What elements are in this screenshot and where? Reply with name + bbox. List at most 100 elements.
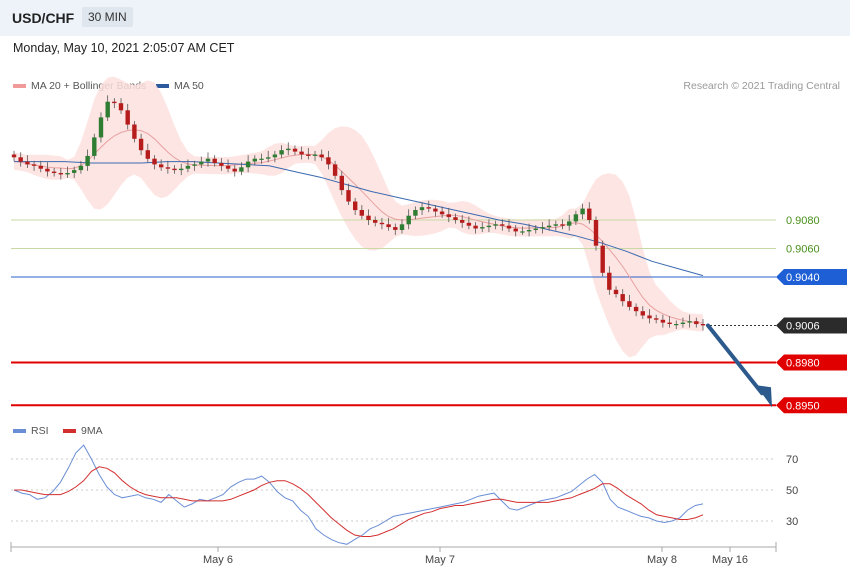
candle-body — [65, 173, 70, 175]
candle — [105, 95, 110, 121]
candle — [486, 219, 492, 233]
candle-body — [654, 318, 659, 320]
candle — [607, 266, 612, 295]
candle-body — [627, 301, 632, 307]
candle-body — [105, 101, 110, 118]
candle-body — [31, 164, 37, 166]
candle-body — [633, 306, 639, 312]
candle — [185, 159, 191, 173]
candle — [513, 224, 518, 237]
candle — [560, 219, 565, 230]
level-tag-label: 0.9080 — [786, 215, 820, 227]
candle-body — [292, 148, 298, 152]
candle — [339, 170, 344, 196]
candle-body — [58, 173, 63, 175]
candle-body — [353, 201, 358, 211]
candle — [145, 143, 150, 163]
candle — [286, 142, 291, 156]
candle — [292, 145, 298, 156]
legend-rsi: RSI — [13, 425, 49, 437]
level-tag-bg — [776, 354, 847, 371]
candle-body — [460, 220, 465, 223]
candle-body — [299, 151, 304, 155]
candle — [399, 219, 405, 234]
candle-body — [98, 117, 104, 138]
candle-body — [500, 224, 505, 226]
candle — [493, 220, 498, 230]
candle-body — [286, 148, 291, 151]
candle-body — [312, 154, 318, 156]
candle — [159, 159, 164, 171]
candle-body — [446, 214, 451, 218]
candle-body — [540, 227, 545, 229]
candle — [205, 152, 211, 167]
candle-body — [580, 208, 585, 215]
candle — [132, 120, 137, 143]
candle — [654, 314, 659, 324]
candle-body — [18, 157, 23, 162]
candle-body — [172, 168, 177, 171]
candle-body — [185, 165, 191, 169]
candle — [219, 158, 224, 171]
candle-body — [85, 155, 90, 166]
candle-body — [359, 210, 364, 216]
candle-body — [486, 225, 492, 228]
candle — [453, 213, 458, 224]
candle-body — [259, 158, 264, 160]
candle — [587, 202, 592, 224]
candles — [11, 95, 706, 331]
candle — [125, 103, 130, 130]
candle — [31, 160, 37, 171]
candle-body — [112, 101, 117, 104]
candle-body — [232, 168, 237, 172]
candle — [406, 209, 411, 230]
candle-body — [426, 207, 431, 209]
candle — [680, 317, 686, 328]
candle-body — [453, 217, 458, 220]
candle-body — [419, 207, 425, 211]
candle — [433, 205, 438, 217]
candle-body — [245, 161, 251, 168]
candle-body — [493, 224, 498, 226]
candle-body — [125, 110, 130, 125]
candle-body — [473, 225, 478, 229]
candle-body — [613, 289, 619, 295]
candle — [45, 162, 50, 177]
legend-ma50: MA 50 — [156, 80, 204, 92]
candle-body — [680, 322, 686, 324]
candle-body — [553, 224, 558, 226]
candle — [252, 155, 257, 166]
candle-body — [159, 164, 164, 168]
candle-body — [145, 150, 150, 159]
x-tick-label: May 6 — [203, 554, 233, 566]
rsi-tick-label: 30 — [786, 516, 798, 528]
candle — [152, 155, 157, 170]
level-tag-bg — [776, 397, 847, 414]
timeframe-badge[interactable]: 30 MIN — [82, 7, 133, 27]
candle-body — [373, 220, 378, 223]
candle-body — [266, 157, 271, 159]
candle — [192, 160, 197, 171]
candle — [520, 226, 525, 235]
rsi-line — [13, 444, 704, 545]
candle — [92, 133, 97, 160]
candle — [533, 224, 538, 234]
candle — [172, 165, 177, 174]
candle-body — [399, 224, 405, 230]
candle — [620, 289, 625, 307]
level-tag-2: 0.9040 — [776, 269, 847, 285]
candle — [11, 150, 17, 161]
candle-body — [439, 211, 445, 215]
candle — [279, 145, 284, 159]
bollinger-band-fill — [14, 76, 703, 358]
projection-arrow-shaft — [706, 323, 764, 396]
candle — [393, 223, 398, 235]
candle — [627, 294, 632, 311]
x-tick-label: May 8 — [647, 554, 677, 566]
candle — [667, 316, 672, 328]
candle — [299, 146, 304, 160]
candle-body — [533, 228, 538, 230]
x-axis: May 6 May 7 May 8 May 16 — [10, 542, 777, 566]
candle — [326, 150, 331, 170]
